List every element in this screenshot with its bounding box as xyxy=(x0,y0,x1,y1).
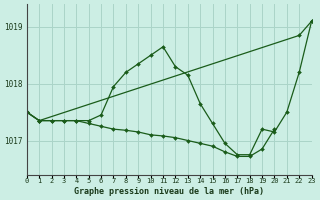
X-axis label: Graphe pression niveau de la mer (hPa): Graphe pression niveau de la mer (hPa) xyxy=(74,187,264,196)
